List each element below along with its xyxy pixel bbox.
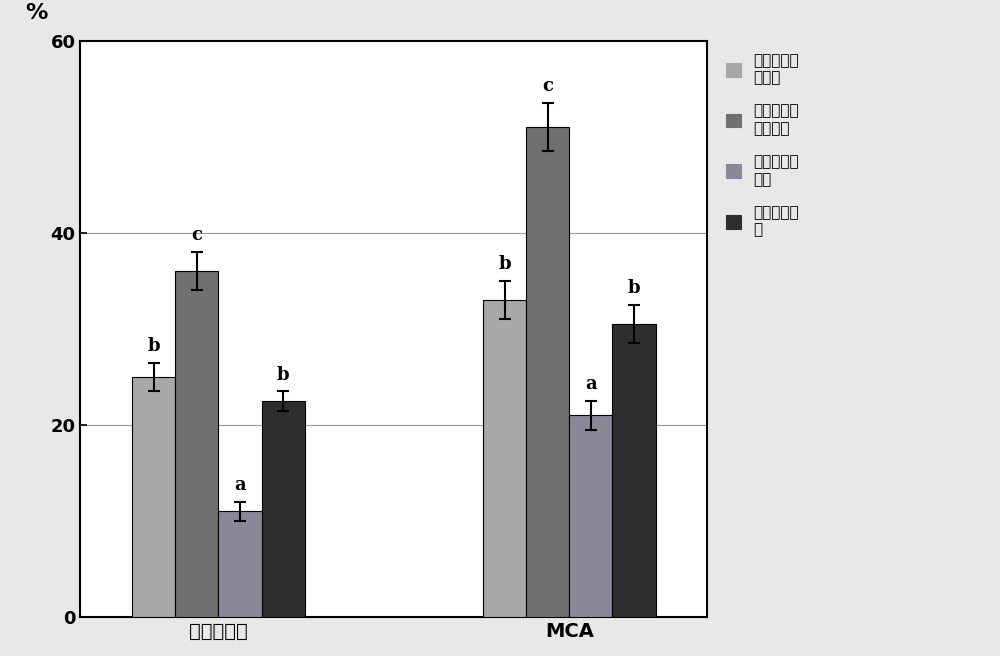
Bar	[569, 415, 612, 617]
Text: b: b	[498, 255, 511, 273]
Bar	[612, 324, 656, 617]
Text: b: b	[628, 279, 640, 297]
Text: c: c	[542, 77, 553, 95]
Bar	[526, 127, 569, 617]
Bar	[175, 271, 218, 617]
Text: c: c	[191, 226, 202, 244]
Bar	[483, 300, 526, 617]
Text: a: a	[234, 476, 246, 494]
Y-axis label: %: %	[25, 3, 48, 24]
Text: a: a	[585, 375, 597, 393]
Bar	[132, 377, 175, 617]
Legend: 黄芪环己烷
提取物, 黄芪乙酸乙
酯提取物, 黄芪乙醇提
取物, 黄芪水提取
物: 黄芪环己烷 提取物, 黄芪乙酸乙 酯提取物, 黄芪乙醇提 取物, 黄芪水提取 物	[721, 49, 804, 242]
Text: b: b	[277, 365, 289, 384]
Bar	[262, 401, 305, 617]
Text: b: b	[147, 337, 160, 355]
Bar	[218, 512, 262, 617]
